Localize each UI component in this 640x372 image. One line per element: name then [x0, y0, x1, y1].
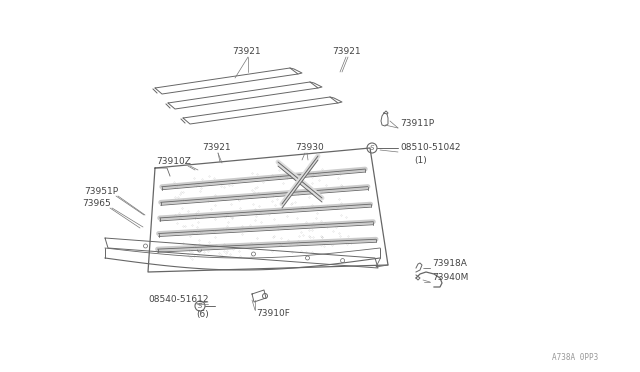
Text: 73911P: 73911P	[400, 119, 434, 128]
Text: S: S	[198, 303, 202, 309]
Text: 73921: 73921	[332, 48, 360, 57]
Text: (6): (6)	[196, 310, 209, 318]
Text: A738A 0PP3: A738A 0PP3	[552, 353, 598, 362]
Text: 73910F: 73910F	[256, 310, 290, 318]
Text: 73930: 73930	[295, 144, 324, 153]
Text: (1): (1)	[414, 155, 427, 164]
Text: 73951P: 73951P	[84, 187, 118, 196]
Text: 08540-51612: 08540-51612	[148, 295, 209, 305]
Text: S: S	[370, 145, 374, 151]
Text: 73940M: 73940M	[432, 273, 468, 282]
Text: 73910Z: 73910Z	[156, 157, 191, 167]
Text: 73921: 73921	[202, 144, 230, 153]
Text: 73921: 73921	[232, 48, 260, 57]
Text: 73918A: 73918A	[432, 260, 467, 269]
Text: 73965: 73965	[82, 199, 111, 208]
Text: 08510-51042: 08510-51042	[400, 144, 461, 153]
